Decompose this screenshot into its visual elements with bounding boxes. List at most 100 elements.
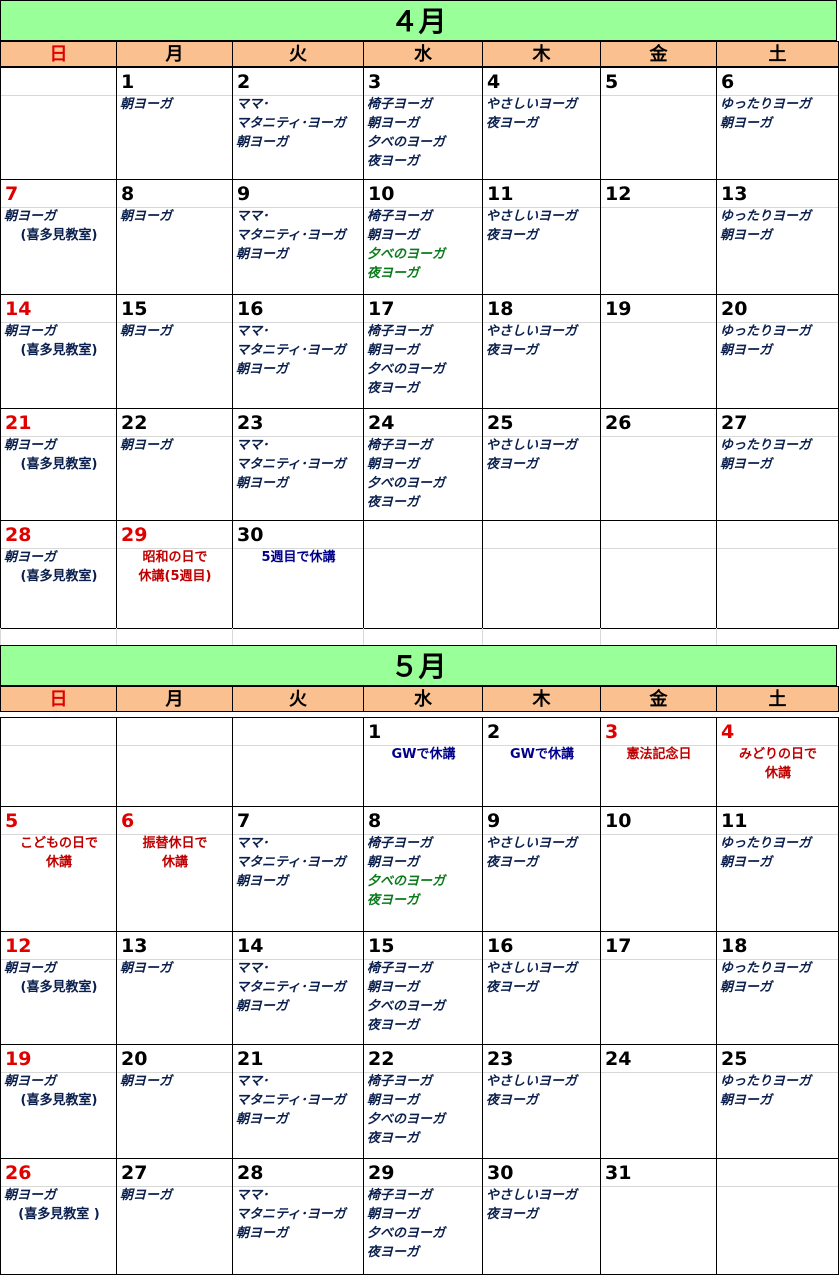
class-entry: 朝ヨーガ — [367, 228, 420, 243]
day-cell[interactable]: 15 朝ヨーガ — [116, 294, 233, 409]
class-list: 昭和の日で 休講(5週目) — [120, 548, 230, 586]
day-cell[interactable]: 31 — [600, 1158, 717, 1275]
class-list: ゆったりヨーガ 朝ヨーガ — [720, 959, 836, 997]
empty-day-cell — [716, 1158, 839, 1275]
day-cell[interactable]: 19 — [600, 294, 717, 409]
day-number: 11 — [487, 183, 514, 205]
day-cell[interactable]: 14 ママ･ マタニティ･ヨーガ 朝ヨーガ — [232, 931, 364, 1045]
day-cell[interactable]: 17 — [600, 931, 717, 1045]
day-cell[interactable]: 4 やさしいヨーガ 夜ヨーガ — [482, 67, 601, 180]
day-cell[interactable]: 30 やさしいヨーガ 夜ヨーガ — [482, 1158, 601, 1275]
day-cell[interactable]: 17 椅子ヨーガ 朝ヨーガ 夕べのヨーガ 夜ヨーガ — [363, 294, 483, 409]
day-cell[interactable]: 22 椅子ヨーガ 朝ヨーガ 夕べのヨーガ 夜ヨーガ — [363, 1044, 483, 1159]
class-entry: ゆったりヨーガ — [720, 438, 812, 453]
class-list: 朝ヨーガ — [120, 959, 230, 978]
day-cell[interactable]: 13 朝ヨーガ — [116, 931, 233, 1045]
class-entry: 朝ヨーガ — [120, 438, 173, 453]
class-list: 朝ヨーガ (喜多見教室) — [4, 436, 114, 474]
day-cell[interactable]: 7 朝ヨーガ (喜多見教室) — [0, 179, 117, 295]
grid-guide — [233, 322, 363, 323]
day-cell[interactable]: 21 ママ･ マタニティ･ヨーガ 朝ヨーガ — [232, 1044, 364, 1159]
day-cell[interactable]: 23 ママ･ マタニティ･ヨーガ 朝ヨーガ — [232, 408, 364, 521]
grid-guide — [601, 207, 716, 208]
day-cell[interactable]: 18 やさしいヨーガ 夜ヨーガ — [482, 294, 601, 409]
class-list: 憲法記念日 — [604, 745, 714, 764]
grid-guide — [1, 1072, 116, 1073]
day-cell[interactable]: 25 やさしいヨーガ 夜ヨーガ — [482, 408, 601, 521]
day-cell[interactable]: 30 5週目で休講 — [232, 520, 364, 629]
day-cell[interactable]: 1 GWで休講 — [363, 717, 483, 807]
empty-day-cell — [0, 67, 117, 180]
day-number: 7 — [237, 810, 251, 832]
class-entry: 夕べのヨーガ — [367, 362, 446, 377]
empty-day-cell — [600, 520, 717, 629]
day-cell[interactable]: 15 椅子ヨーガ 朝ヨーガ 夕べのヨーガ 夜ヨーガ — [363, 931, 483, 1045]
day-cell[interactable]: 22 朝ヨーガ — [116, 408, 233, 521]
day-cell[interactable]: 27 朝ヨーガ — [116, 1158, 233, 1275]
day-cell[interactable]: 29 昭和の日で 休講(5週目) — [116, 520, 233, 629]
day-cell[interactable]: 18 ゆったりヨーガ 朝ヨーガ — [716, 931, 839, 1045]
day-cell[interactable]: 19 朝ヨーガ (喜多見教室) — [0, 1044, 117, 1159]
day-cell[interactable]: 7 ママ･ マタニティ･ヨーガ 朝ヨーガ — [232, 806, 364, 932]
day-cell[interactable]: 27 ゆったりヨーガ 朝ヨーガ — [716, 408, 839, 521]
class-entry: やさしいヨーガ — [486, 1074, 578, 1089]
day-cell[interactable]: 26 — [600, 408, 717, 521]
day-cell[interactable]: 12 朝ヨーガ (喜多見教室) — [0, 931, 117, 1045]
day-cell[interactable]: 9 ママ･ マタニティ･ヨーガ 朝ヨーガ — [232, 179, 364, 295]
class-entry: (喜多見教室) — [20, 343, 98, 358]
day-number: 25 — [721, 1048, 748, 1070]
day-cell[interactable]: 28 ママ･ マタニティ･ヨーガ 朝ヨーガ — [232, 1158, 364, 1275]
day-cell[interactable]: 20 朝ヨーガ — [116, 1044, 233, 1159]
day-cell[interactable]: 5 こどもの日で 休講 — [0, 806, 117, 932]
day-cell[interactable]: 11 ゆったりヨーガ 朝ヨーガ — [716, 806, 839, 932]
day-cell[interactable]: 24 椅子ヨーガ 朝ヨーガ 夕べのヨーガ 夜ヨーガ — [363, 408, 483, 521]
class-entry: 朝ヨーガ — [367, 116, 420, 131]
day-cell[interactable]: 14 朝ヨーガ (喜多見教室) — [0, 294, 117, 409]
grid-guide — [233, 548, 363, 549]
class-entry: 振替休日で — [142, 836, 208, 851]
day-cell[interactable]: 6 ゆったりヨーガ 朝ヨーガ — [716, 67, 839, 180]
day-cell[interactable]: 8 椅子ヨーガ 朝ヨーガ 夕べのヨーガ 夜ヨーガ — [363, 806, 483, 932]
class-entry: 朝ヨーガ — [120, 324, 173, 339]
grid-guide — [364, 322, 482, 323]
day-cell[interactable]: 24 — [600, 1044, 717, 1159]
day-cell[interactable]: 20 ゆったりヨーガ 朝ヨーガ — [716, 294, 839, 409]
class-entry: (喜多見教室 ) — [18, 1207, 100, 1222]
day-number: 2 — [237, 71, 251, 93]
day-cell[interactable]: 3 椅子ヨーガ 朝ヨーガ 夕べのヨーガ 夜ヨーガ — [363, 67, 483, 180]
day-cell[interactable]: 26 朝ヨーガ (喜多見教室 ) — [0, 1158, 117, 1275]
day-cell[interactable]: 16 やさしいヨーガ 夜ヨーガ — [482, 931, 601, 1045]
day-number: 11 — [721, 810, 748, 832]
day-cell[interactable]: 4 みどりの日で 休講 — [716, 717, 839, 807]
class-entry: みどりの日で — [738, 747, 817, 762]
day-number: 9 — [237, 183, 251, 205]
day-cell[interactable]: 23 やさしいヨーガ 夜ヨーガ — [482, 1044, 601, 1159]
day-cell[interactable]: 6 振替休日で 休講 — [116, 806, 233, 932]
day-number: 17 — [605, 935, 632, 957]
day-cell[interactable]: 10 椅子ヨーガ 朝ヨーガ 夕べのヨーガ 夜ヨーガ — [363, 179, 483, 295]
class-entry: 夜ヨーガ — [367, 1245, 420, 1260]
day-cell[interactable]: 28 朝ヨーガ (喜多見教室) — [0, 520, 117, 629]
day-cell[interactable]: 21 朝ヨーガ (喜多見教室) — [0, 408, 117, 521]
class-entry: 朝ヨーガ — [720, 343, 773, 358]
day-cell[interactable]: 2 GWで休講 — [482, 717, 601, 807]
day-cell[interactable]: 11 やさしいヨーガ 夜ヨーガ — [482, 179, 601, 295]
class-entry: マタニティ･ヨーガ — [236, 116, 346, 131]
day-cell[interactable]: 10 — [600, 806, 717, 932]
weekday-header: 火 — [232, 41, 364, 67]
day-cell[interactable]: 12 — [600, 179, 717, 295]
day-cell[interactable]: 25 ゆったりヨーガ 朝ヨーガ — [716, 1044, 839, 1159]
day-cell[interactable]: 16 ママ･ マタニティ･ヨーガ 朝ヨーガ — [232, 294, 364, 409]
day-cell[interactable]: 1 朝ヨーガ — [116, 67, 233, 180]
day-number: 1 — [368, 721, 382, 743]
weekday-header: 金 — [600, 686, 717, 712]
day-cell[interactable]: 29 椅子ヨーガ 朝ヨーガ 夕べのヨーガ 夜ヨーガ — [363, 1158, 483, 1275]
day-cell[interactable]: 2 ママ･ マタニティ･ヨーガ 朝ヨーガ — [232, 67, 364, 180]
day-cell[interactable]: 9 やさしいヨーガ 夜ヨーガ — [482, 806, 601, 932]
grid-guide — [233, 745, 363, 746]
day-cell[interactable]: 5 — [600, 67, 717, 180]
day-cell[interactable]: 13 ゆったりヨーガ 朝ヨーガ — [716, 179, 839, 295]
day-cell[interactable]: 8 朝ヨーガ — [116, 179, 233, 295]
day-cell[interactable]: 3 憲法記念日 — [600, 717, 717, 807]
class-entry: 朝ヨーガ — [4, 1074, 57, 1089]
